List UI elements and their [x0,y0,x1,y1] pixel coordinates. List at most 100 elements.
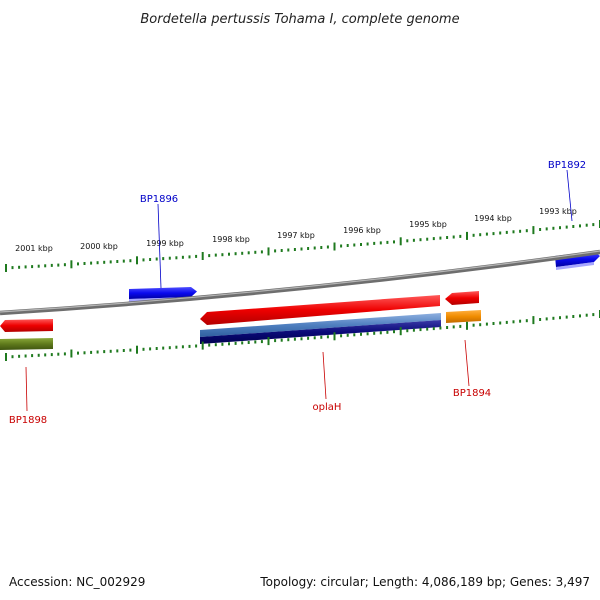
outer-ring-minor-tick [24,265,27,269]
gene-orange-feature[interactable] [446,310,481,323]
gene-oplah[interactable] [200,295,440,325]
inner-ring-minor-tick [221,342,224,346]
inner-ring-minor-tick [188,344,191,348]
outer-ring-minor-tick [313,246,316,250]
gene-label-bp1894[interactable]: BP1894 [453,388,491,399]
outer-ring-minor-tick [57,263,60,267]
accession-text: Accession: NC_002929 [9,575,145,589]
outer-ring-minor-tick [452,235,455,239]
inner-ring-minor-tick [320,335,323,339]
outer-ring-minor-tick [293,248,296,251]
inner-ring-minor-tick [552,316,555,320]
outer-ring-minor-tick [31,265,34,269]
inner-ring-minor-tick [247,341,250,344]
tick-label-1998: 1998 kbp [212,235,250,244]
inner-ring-minor-tick [559,316,561,320]
outer-ring-minor-tick [559,226,561,230]
outer-ring-minor-tick [63,263,66,267]
outer-ring-minor-tick [162,257,165,261]
outer-ring-minor-tick [188,255,191,259]
inner-ring-minor-tick [175,345,178,349]
outer-ring-minor-tick [307,247,310,250]
inner-ring-minor-tick [168,346,171,350]
inner-ring-minor-tick [307,336,310,340]
outer-ring-minor-tick [525,229,528,233]
gene-bp1896[interactable] [129,287,197,299]
inner-ring-minor-tick [287,338,290,342]
inner-ring-minor-tick [109,349,112,353]
inner-ring-minor-tick [505,320,508,324]
outer-ring-minor-tick [353,243,356,247]
inner-ring-minor-tick [149,347,152,351]
inner-ring-minor-tick [585,313,588,317]
genome-backbone-highlight [0,250,600,313]
gene-olive-feature[interactable] [0,338,53,350]
inner-ring-minor-tick [44,353,47,357]
outer-ring-minor-tick [254,250,257,254]
outer-ring-minor-tick [545,227,548,231]
outer-ring-minor-tick [234,252,237,256]
inner-ring-minor-tick [181,345,184,349]
inner-ring-minor-tick [116,349,119,353]
inner-ring-minor-tick [439,326,442,330]
outer-ring-minor-tick [492,232,495,236]
inner-ring-major-tick [136,345,138,354]
outer-ring-minor-tick [241,251,244,255]
outer-ring-minor-tick [228,252,230,256]
inner-ring-minor-tick [446,326,449,329]
tick-label-1994: 1994 kbp [474,214,512,223]
outer-ring-minor-tick [175,256,178,260]
gene-bp1898[interactable] [0,319,53,332]
inner-ring-minor-tick [11,355,14,359]
inner-ring-minor-tick [129,348,132,352]
outer-ring-minor-tick [419,238,422,242]
leader-line-bp1892 [566,169,573,222]
gene-navy-feature[interactable] [200,320,441,344]
outer-ring-minor-tick [505,230,508,234]
inner-ring-minor-tick [300,337,303,341]
outer-ring-minor-tick [412,238,415,242]
outer-ring-minor-tick [44,264,47,268]
outer-ring-major-tick [333,242,336,251]
inner-ring-minor-tick [83,351,86,355]
inner-ring-minor-tick [360,332,362,336]
inner-ring-minor-tick [539,318,542,321]
gene-label-bp1892[interactable]: BP1892 [548,160,586,171]
outer-ring-minor-tick [406,239,409,243]
inner-ring-minor-tick [96,350,99,354]
gene-label-bp1896[interactable]: BP1896 [140,194,178,205]
inner-ring-minor-tick [419,328,422,332]
outer-ring-minor-tick [572,225,575,228]
inner-ring-major-tick [399,327,402,336]
gene-label-oplah[interactable]: oplaH [313,402,342,413]
inner-ring-minor-tick [313,336,316,340]
outer-ring-minor-tick [373,241,376,245]
outer-ring-minor-tick [426,237,429,241]
outer-ring-minor-tick [320,246,323,249]
inner-ring-minor-tick [452,325,455,329]
outer-ring-minor-tick [552,226,555,230]
outer-ring-minor-tick [149,258,152,261]
gene-steel-feature[interactable] [200,313,441,337]
inner-ring-minor-tick [412,328,415,332]
outer-ring-minor-tick [155,257,158,261]
inner-ring-minor-tick [346,333,349,337]
inner-ring-minor-tick [565,315,568,319]
gene-label-bp1898[interactable]: BP1898 [9,415,47,426]
inner-ring-minor-tick [274,339,277,343]
leader-line-oplah [322,351,327,400]
inner-ring-minor-tick [572,315,575,318]
inner-ring-minor-tick [228,342,230,346]
outer-ring-minor-tick [592,223,595,227]
inner-ring-minor-tick [24,354,27,358]
inner-ring-major-tick [5,353,7,361]
outer-ring-minor-tick [11,266,14,270]
outer-ring-minor-tick [446,236,449,239]
inner-ring-minor-tick [280,338,283,342]
genome-summary-text: Topology: circular; Length: 4,086,189 bp… [259,575,590,589]
outer-ring-minor-tick [18,265,21,269]
inner-ring-minor-tick [432,327,435,331]
outer-ring-minor-tick [208,254,211,258]
inner-ring-minor-tick [122,349,125,352]
gene-bp1894[interactable] [445,291,479,305]
